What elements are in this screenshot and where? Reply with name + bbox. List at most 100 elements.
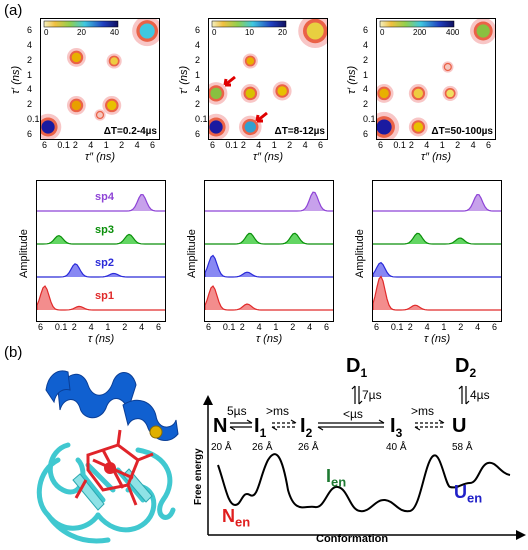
- dist-u: 58 Å: [452, 442, 473, 453]
- panel-b-label: (b): [4, 344, 23, 361]
- spectrum-x-tick-label: 4: [475, 322, 481, 332]
- map-spot: [242, 53, 258, 69]
- spectrum-x-tick-label: 2: [290, 322, 296, 332]
- map-y-tick-label: 6: [363, 129, 369, 139]
- rate-i1-i2: >ms: [266, 404, 290, 418]
- spectrum-x-tick-label: 4: [307, 322, 313, 332]
- map-xlabel: τ″ (ns): [253, 151, 284, 163]
- map-y-tick-label: 2: [195, 99, 201, 110]
- species-trace-fill: [205, 192, 333, 211]
- spectrum-traces: [36, 194, 166, 311]
- map-x-tick-label: 6: [42, 140, 48, 150]
- species-trace-line: [373, 194, 502, 212]
- spectrum-x-tick-label: 2: [239, 322, 245, 332]
- delta-t-label: ΔT=50-100µs: [431, 126, 493, 137]
- map-x-tick-label: 1: [271, 140, 277, 150]
- map-spots: [368, 17, 497, 143]
- rate-d2: 4µs: [470, 388, 490, 402]
- map-y-tick-label: 2: [27, 99, 33, 110]
- map-x-tick-label: 0.1: [225, 140, 238, 150]
- spectrum-traces: [204, 191, 334, 311]
- map-x-tick-label: 4: [134, 140, 140, 150]
- map-x-tick-label: 2: [240, 140, 246, 150]
- spectrum-x-tick-label: 4: [139, 322, 145, 332]
- species-trace-line: [204, 285, 333, 311]
- spectrum-ylabel: Amplitude: [354, 229, 366, 278]
- colorbar-tick-label: 0: [44, 28, 49, 37]
- map-spot: [374, 83, 394, 103]
- map-spot: [204, 82, 228, 105]
- map-y-tick-label: 4: [363, 84, 369, 95]
- map-x-tick-label: 6: [318, 140, 324, 150]
- colorbar-tick-label: 10: [245, 28, 254, 37]
- map-y-tick-label: 6: [363, 25, 369, 35]
- spectrum-x-tick-label: 0.1: [54, 322, 68, 332]
- map-x-tick-label: 2: [287, 140, 293, 150]
- protein-structure-image: [36, 370, 179, 544]
- spectrum-xlabel: τ (ns): [424, 333, 451, 345]
- map-y-tick-label: 4: [195, 39, 201, 50]
- map-y-tick-label: 6: [27, 129, 33, 139]
- species-trace-fill: [37, 234, 165, 244]
- map-spots: [202, 14, 333, 141]
- map-spot: [469, 17, 497, 45]
- species-label-sp2: sp2: [95, 257, 114, 269]
- map-x-tick-label: 2: [72, 140, 78, 150]
- map-y-tick-label: 6: [27, 25, 33, 35]
- map-y-tick-label: 6: [195, 25, 201, 35]
- map-x-tick-label: 6: [486, 140, 492, 150]
- dist-i3: 40 Å: [386, 442, 407, 453]
- colorbar-tick-label: 0: [380, 28, 385, 37]
- map-spot: [408, 117, 428, 137]
- species-trace-line: [372, 261, 501, 278]
- map-x-tick-label: 2: [455, 140, 461, 150]
- red-arrow-icon: [255, 111, 268, 123]
- species-trace-line: [372, 275, 501, 311]
- species-trace-fill: [373, 262, 501, 277]
- panel-a-label: (a): [4, 2, 23, 19]
- spectrum-x-tick-label: 6: [492, 322, 498, 332]
- state-i3: I3: [390, 415, 403, 440]
- map-spot: [298, 14, 333, 48]
- spectrum-traces: [372, 194, 502, 311]
- ensemble-n: Nen: [222, 506, 251, 530]
- colorbar: [43, 20, 119, 28]
- rate-i2-i3: <µs: [343, 407, 363, 421]
- red-arrow-icon: [223, 75, 236, 87]
- map-x-tick-label: 0.1: [393, 140, 406, 150]
- free-energy-landscape: [203, 395, 526, 540]
- state-d1: D1: [346, 355, 368, 380]
- map-y-tick-label: 4: [363, 39, 369, 50]
- map-spot: [66, 95, 86, 115]
- colorbar: [211, 20, 287, 28]
- species-trace-fill: [205, 233, 333, 244]
- species-trace-line: [205, 191, 334, 212]
- species-trace-fill: [373, 276, 501, 310]
- map-y-tick-label: 0.1: [363, 114, 376, 125]
- energy-ylabel: Free energy: [193, 448, 204, 505]
- spectrum-plot-2: [204, 180, 334, 322]
- species-trace-fill: [373, 233, 501, 244]
- map-y-tick-label: 2: [195, 54, 201, 65]
- map-spot: [240, 83, 260, 103]
- spectrum-x-tick-label: 2: [407, 322, 413, 332]
- map-y-tick-label: 2: [27, 54, 33, 65]
- species-trace-fill: [205, 255, 333, 277]
- state-n: N: [213, 415, 228, 437]
- map-x-tick-label: 4: [88, 140, 94, 150]
- species-trace-fill: [37, 286, 165, 310]
- map-ylabel: τ′ (ns): [10, 65, 22, 94]
- rate-i3-u: >ms: [411, 404, 435, 418]
- species-label-sp4: sp4: [95, 191, 114, 203]
- map-x-tick-label: 6: [210, 140, 216, 150]
- map-xlabel: τ″ (ns): [421, 151, 452, 163]
- species-trace-line: [36, 285, 165, 311]
- map-spot: [34, 113, 62, 141]
- colorbar-tick-label: 20: [77, 28, 86, 37]
- map-y-tick-label: 0.1: [27, 114, 40, 125]
- map-spot: [442, 61, 454, 73]
- map-spot: [272, 81, 292, 101]
- map-x-tick-label: 1: [439, 140, 445, 150]
- map-x-tick-label: 6: [150, 140, 156, 150]
- map-x-tick-label: 6: [378, 140, 384, 150]
